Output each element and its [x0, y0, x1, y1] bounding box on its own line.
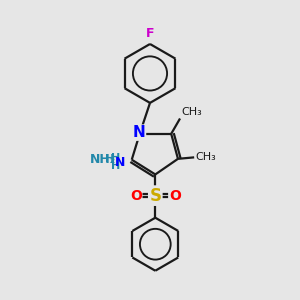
Text: N: N — [133, 125, 146, 140]
Text: F: F — [146, 28, 154, 40]
Text: N: N — [116, 156, 126, 169]
Text: H: H — [111, 161, 120, 171]
Text: CH₃: CH₃ — [181, 107, 202, 117]
Text: H: H — [111, 153, 120, 163]
Text: CH₃: CH₃ — [196, 152, 216, 162]
Text: NH₂: NH₂ — [90, 153, 116, 166]
Text: O: O — [130, 189, 142, 202]
Text: S: S — [149, 187, 161, 205]
Text: O: O — [169, 189, 181, 202]
Text: H: H — [105, 154, 114, 164]
